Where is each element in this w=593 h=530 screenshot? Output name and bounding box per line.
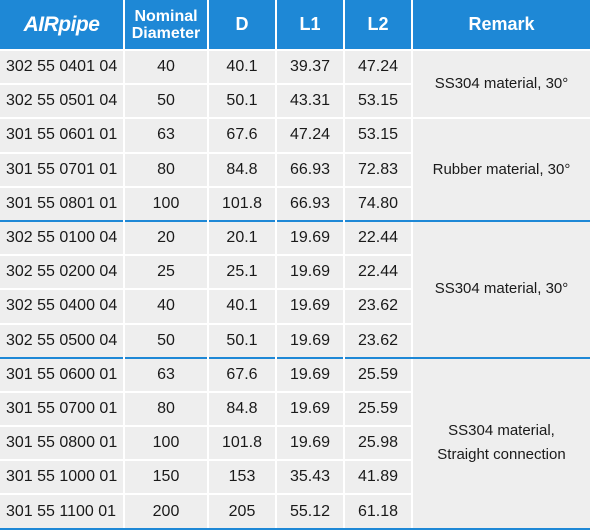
table-row: 301 55 1000 01 150 153 35.43 41.89 [0, 459, 590, 495]
table-row: 301 55 0800 01 100 101.8 19.69 25.98 [0, 425, 590, 461]
cell-code: 301 55 1000 01 [0, 459, 124, 495]
table-row: 301 55 0701 01 80 84.8 66.93 72.83 [0, 151, 590, 187]
cell-nominal: 80 [123, 151, 208, 187]
cell-l2: 61.18 [343, 493, 412, 530]
cell-code: 302 55 0500 04 [0, 322, 124, 358]
cell-code: 301 55 0800 01 [0, 425, 124, 461]
cell-nominal: 40 [123, 288, 208, 324]
cell-d: 50.1 [207, 83, 276, 119]
remark-ss304-30: SS304 material, 30° [411, 48, 590, 119]
cell-l1: 47.24 [275, 117, 344, 153]
table-row: 302 55 0400 04 40 40.1 19.69 23.62 [0, 288, 590, 324]
cell-l1: 66.93 [275, 151, 344, 187]
header-nominal-diameter: Nominal Diameter [123, 0, 208, 50]
header-l1: L1 [275, 0, 344, 50]
cell-l1: 19.69 [275, 288, 344, 324]
cell-l1: 43.31 [275, 83, 344, 119]
cell-nominal: 100 [123, 425, 208, 461]
cell-d: 84.8 [207, 151, 276, 187]
cell-nominal: 40 [123, 48, 208, 85]
cell-code: 301 55 0600 01 [0, 356, 124, 392]
table-row: 302 55 0200 04 25 25.1 19.69 22.44 [0, 254, 590, 290]
cell-l1: 35.43 [275, 459, 344, 495]
cell-l1: 19.69 [275, 322, 344, 358]
table-row: 301 55 0600 01 63 67.6 19.69 25.59 SS304… [0, 356, 590, 530]
cell-d: 67.6 [207, 117, 276, 153]
remark-ss304-30-b: SS304 material, 30° [411, 219, 590, 359]
cell-nominal: 25 [123, 254, 208, 290]
cell-l2: 72.83 [343, 151, 412, 187]
cell-l2: 22.44 [343, 254, 412, 290]
cell-code: 302 55 0501 04 [0, 83, 124, 119]
cell-d: 40.1 [207, 48, 276, 85]
brand-logo: AIRpipe [0, 0, 124, 50]
cell-d: 205 [207, 493, 276, 530]
cell-l2: 47.24 [343, 48, 412, 85]
cell-nominal: 63 [123, 117, 208, 153]
table-row: 302 55 0100 04 20 20.1 19.69 22.44 SS304… [0, 219, 590, 359]
table-row: 302 55 0401 04 40 40.1 39.37 47.24 SS304… [0, 48, 590, 119]
header-row: AIRpipe Nominal Diameter D L1 L2 Remark [0, 0, 590, 50]
cell-l2: 53.15 [343, 83, 412, 119]
cell-nominal: 50 [123, 83, 208, 119]
header-nominal-line1: Nominal [134, 7, 198, 25]
cell-d: 101.8 [207, 185, 276, 221]
remark-line2: Straight connection [437, 446, 566, 464]
remark-rubber-30: Rubber material, 30° [411, 117, 590, 222]
cell-l2: 23.62 [343, 322, 412, 358]
header-nominal-line2: Diameter [131, 24, 201, 42]
cell-nominal: 20 [123, 219, 208, 256]
cell-nominal: 80 [123, 390, 208, 427]
cell-l2: 23.62 [343, 288, 412, 324]
cell-d: 67.6 [207, 356, 276, 392]
cell-l1: 19.69 [275, 254, 344, 290]
cell-l1: 39.37 [275, 48, 344, 85]
cell-code: 301 55 0700 01 [0, 390, 124, 427]
cell-d: 153 [207, 459, 276, 495]
cell-l2: 25.59 [343, 390, 412, 427]
cell-d: 40.1 [207, 288, 276, 324]
cell-nominal: 50 [123, 322, 208, 358]
cell-l1: 19.69 [275, 390, 344, 427]
cell-code: 302 55 0401 04 [0, 48, 124, 85]
cell-d: 101.8 [207, 425, 276, 461]
remark-line1: SS304 material, [448, 422, 555, 440]
cell-code: 302 55 0200 04 [0, 254, 124, 290]
cell-code: 302 55 0400 04 [0, 288, 124, 324]
table-row: 301 55 0801 01 100 101.8 66.93 74.80 [0, 185, 590, 221]
cell-l1: 55.12 [275, 493, 344, 530]
cell-l2: 22.44 [343, 219, 412, 256]
header-l2: L2 [343, 0, 412, 50]
cell-code: 301 55 1100 01 [0, 493, 124, 530]
table-row: 301 55 0700 01 80 84.8 19.69 25.59 [0, 390, 590, 427]
cell-code: 301 55 0801 01 [0, 185, 124, 221]
cell-l2: 41.89 [343, 459, 412, 495]
table-row: 302 55 0500 04 50 50.1 19.69 23.62 [0, 322, 590, 358]
cell-l1: 19.69 [275, 356, 344, 392]
cell-nominal: 150 [123, 459, 208, 495]
cell-d: 84.8 [207, 390, 276, 427]
table-row: 302 55 0501 04 50 50.1 43.31 53.15 [0, 83, 590, 119]
cell-code: 301 55 0701 01 [0, 151, 124, 187]
cell-nominal: 200 [123, 493, 208, 530]
cell-code: 302 55 0100 04 [0, 219, 124, 256]
cell-l2: 25.59 [343, 356, 412, 392]
cell-d: 50.1 [207, 322, 276, 358]
cell-l2: 74.80 [343, 185, 412, 221]
table-row: 301 55 0601 01 63 67.6 47.24 53.15 Rubbe… [0, 117, 590, 222]
cell-nominal: 63 [123, 356, 208, 392]
cell-nominal: 100 [123, 185, 208, 221]
remark-ss304-straight: SS304 material, Straight connection [411, 356, 590, 530]
header-remark: Remark [411, 0, 590, 50]
cell-l2: 25.98 [343, 425, 412, 461]
header-d: D [207, 0, 276, 50]
cell-l1: 19.69 [275, 219, 344, 256]
cell-l1: 19.69 [275, 425, 344, 461]
cell-d: 25.1 [207, 254, 276, 290]
cell-d: 20.1 [207, 219, 276, 256]
cell-l2: 53.15 [343, 117, 412, 153]
cell-code: 301 55 0601 01 [0, 117, 124, 153]
cell-l1: 66.93 [275, 185, 344, 221]
